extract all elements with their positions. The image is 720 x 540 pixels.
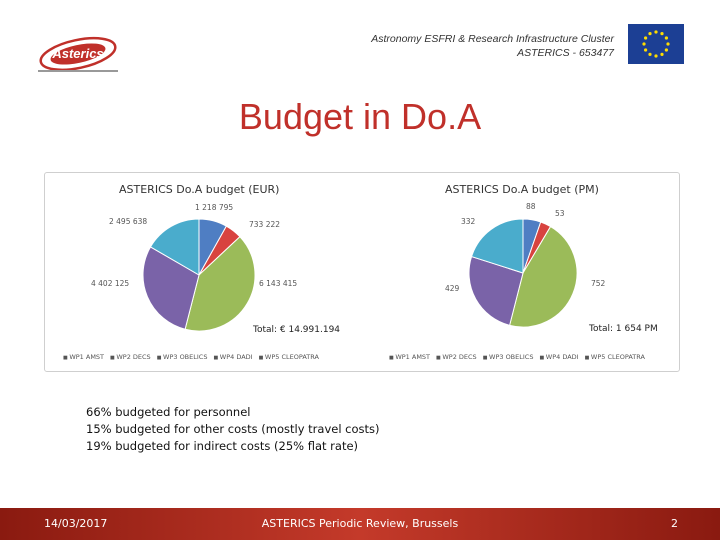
- eu-star-icon: [648, 32, 652, 36]
- pie-slice-wp4-dadi: [142, 246, 200, 330]
- pie-slice-wp5-cleopatra: [149, 218, 200, 276]
- footer-bar: 14/03/2017 ASTERICS Periodic Review, Bru…: [0, 508, 720, 540]
- eur-legend-wp5: WP5 CLEOPATRA: [259, 353, 319, 361]
- eur-legend-wp2: WP2 DECS: [110, 353, 150, 361]
- cluster-info: Astronomy ESFRI & Research Infrastructur…: [314, 32, 614, 60]
- pm-legend-wp1: WP1 AMST: [389, 353, 430, 361]
- note-indirect-costs: 19% budgeted for indirect costs (25% fla…: [86, 439, 359, 453]
- pm-label-wp5: 332: [461, 217, 476, 226]
- note-personnel: 66% budgeted for personnel: [86, 405, 251, 419]
- eur-label-wp2: 733 222: [249, 220, 281, 229]
- page-number: 2: [671, 517, 678, 530]
- eu-star-icon: [654, 30, 658, 34]
- charts-panel: ASTERICS Do.A budget (EUR) ASTERICS Do.A…: [44, 172, 680, 372]
- pm-label-wp2: 53: [555, 209, 565, 218]
- pm-pie-chart: [468, 218, 578, 328]
- cluster-line-1: Astronomy ESFRI & Research Infrastructur…: [371, 33, 614, 45]
- eu-flag-icon: [628, 24, 684, 64]
- pm-legend-wp4: WP4 DADI: [539, 353, 579, 361]
- asterics-logo: Asterics: [38, 36, 118, 72]
- eur-legend-wp4: WP4 DADI: [213, 353, 253, 361]
- eu-star-icon: [644, 48, 648, 52]
- eur-label-wp4: 4 402 125: [91, 279, 130, 288]
- eur-total: Total: € 14.991.194: [253, 325, 341, 335]
- eu-star-icon: [654, 54, 658, 58]
- eu-star-icon: [664, 48, 668, 52]
- footer-event: ASTERICS Periodic Review, Brussels: [261, 517, 459, 530]
- eu-star-icon: [660, 32, 664, 36]
- pie-slice-wp5-cleopatra: [470, 218, 524, 274]
- eu-star-icon: [664, 36, 668, 40]
- pm-label-wp1: 88: [526, 202, 536, 211]
- slide-title: Budget in Do.A: [238, 96, 482, 137]
- pm-legend: WP1 AMST WP2 DECS WP3 OBELICS WP4 DADI W…: [389, 353, 645, 361]
- eur-label-wp3: 6 143 415: [259, 279, 298, 288]
- eur-legend-wp3: WP3 OBELICS: [157, 353, 207, 361]
- eu-star-icon: [648, 52, 652, 56]
- pm-legend-wp2: WP2 DECS: [436, 353, 476, 361]
- eu-star-icon: [644, 36, 648, 40]
- pie-slice-wp3-obelics: [184, 236, 256, 332]
- budget-notes: 66% budgeted for personnel 15% budgeted …: [86, 404, 380, 455]
- footer-date: 14/03/2017: [44, 517, 108, 530]
- pm-legend-wp3: WP3 OBELICS: [483, 353, 533, 361]
- pm-legend-wp5: WP5 CLEOPATRA: [585, 353, 645, 361]
- eu-star-icon: [666, 42, 670, 46]
- pm-label-wp4: 429: [445, 284, 460, 293]
- eu-star-icon: [660, 52, 664, 56]
- cluster-line-2: ASTERICS - 653477: [517, 47, 614, 59]
- eur-pie-chart: [142, 218, 256, 332]
- pie-slice-wp4-dadi: [468, 255, 524, 326]
- eur-chart-title: ASTERICS Do.A budget (EUR): [119, 183, 280, 196]
- eur-label-wp5: 2 495 638: [109, 217, 148, 226]
- pm-total: Total: 1 654 PM: [589, 324, 658, 334]
- eur-label-wp1: 1 218 795: [195, 203, 234, 212]
- pm-label-wp3: 752: [591, 279, 606, 288]
- eur-legend-wp1: WP1 AMST: [63, 353, 104, 361]
- pm-chart-title: ASTERICS Do.A budget (PM): [445, 183, 599, 196]
- eur-legend: WP1 AMST WP2 DECS WP3 OBELICS WP4 DADI W…: [63, 353, 319, 361]
- eu-star-icon: [642, 42, 646, 46]
- logo-text: Asterics: [51, 46, 103, 61]
- note-other-costs: 15% budgeted for other costs (mostly tra…: [86, 422, 380, 436]
- pie-slice-wp3-obelics: [508, 225, 578, 328]
